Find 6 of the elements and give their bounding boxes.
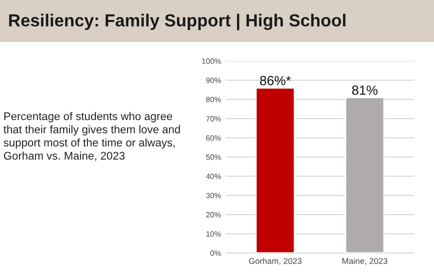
text: Percentage of students who agree that their family gives them love and support most of the time or always, Gorham vs. Maine, 2023 <box>4 112 180 161</box>
data-label: 86%* <box>260 76 291 86</box>
chart-title: Resiliency: Family Support | High School <box>9 14 346 30</box>
x-tick-label: Maine, 2023 <box>342 258 388 265</box>
x-tick-label: Gorham, 2023 <box>249 258 302 265</box>
data-label: 81% <box>352 86 378 95</box>
